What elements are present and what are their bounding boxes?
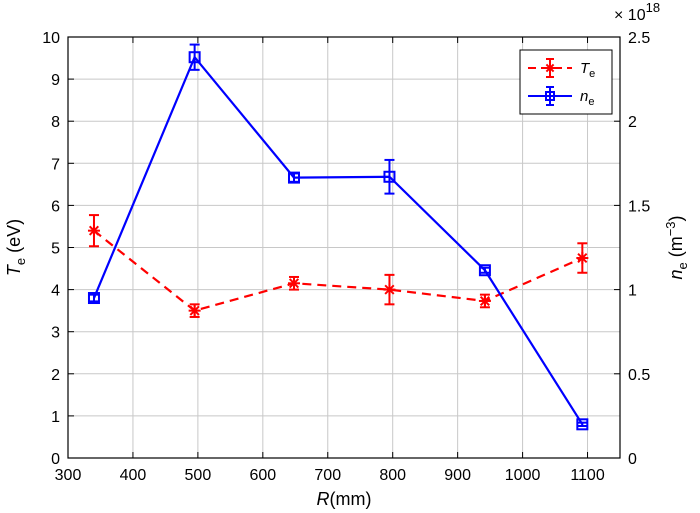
y-right-tick-label: 2.5 — [628, 30, 650, 47]
x-tick-label: 800 — [379, 467, 406, 484]
x-tick-label: 700 — [314, 467, 341, 484]
marker-stroke — [288, 278, 300, 289]
y-left-tick-label: 8 — [51, 114, 60, 131]
legend-sub: e — [588, 96, 594, 108]
y-left-tick-label: 6 — [51, 198, 60, 215]
y-right-unit: (m — [666, 236, 686, 262]
marker-square — [383, 170, 396, 183]
marker-square — [87, 292, 100, 305]
x-axis-unit: (mm) — [330, 489, 372, 509]
y-left-unit: (eV) — [4, 219, 24, 258]
y-left-sub: e — [13, 258, 28, 265]
legend-name: n — [580, 88, 588, 105]
y-left-tick-label: 3 — [51, 325, 60, 342]
legend-label: Te — [580, 60, 595, 80]
y-right-tick-label: 0 — [628, 451, 637, 468]
y-right-tick-label: 1.5 — [628, 198, 650, 215]
marker-stroke — [88, 225, 100, 236]
x-axis-label: R(mm) — [317, 489, 372, 509]
marker-square — [576, 418, 589, 431]
marker-stroke — [577, 252, 588, 264]
y-left-tick-label: 1 — [51, 409, 60, 426]
x-axis-var: R — [317, 489, 330, 509]
legend-label: ne — [580, 88, 594, 108]
y-left-var: T — [4, 263, 24, 276]
y-right-tick-label: 2 — [628, 114, 637, 131]
marker-square — [545, 91, 555, 101]
legend-item-Te: Te — [528, 58, 595, 80]
y-left-tick-label: 0 — [51, 451, 60, 468]
y-left-tick-label: 5 — [51, 241, 60, 258]
x-tick-label: 300 — [55, 467, 82, 484]
y-right-tick-label: 0.5 — [628, 367, 650, 384]
axis-ticks — [67, 36, 620, 459]
x-tick-label: 1100 — [570, 467, 605, 484]
series-line — [92, 55, 584, 425]
series-ne-right — [87, 43, 589, 431]
multiplier-exponent: 18 — [646, 0, 660, 15]
legend-box — [519, 49, 613, 115]
marker-square — [188, 51, 201, 64]
legend-name: T — [580, 60, 591, 77]
x-tick-label: 900 — [444, 467, 471, 484]
y-right-sup: −3 — [663, 221, 678, 236]
y-right-tick-label: 1 — [628, 283, 637, 300]
marker-square — [478, 264, 491, 277]
series-layer — [87, 43, 589, 431]
legend-item-ne: ne — [528, 86, 594, 108]
x-tick-label: 400 — [120, 467, 147, 484]
marker-stroke — [479, 295, 490, 306]
right-axis-multiplier: × 1018 — [614, 0, 660, 24]
series-Te-left — [87, 214, 589, 318]
grid — [67, 36, 620, 459]
legend-sub: e — [589, 68, 595, 80]
y-left-tick-label: 9 — [51, 72, 60, 89]
y-left-tick-label: 10 — [42, 30, 60, 47]
x-tick-label: 1000 — [505, 467, 541, 484]
marker-stroke — [545, 63, 555, 73]
y-right-close: ) — [666, 215, 686, 221]
y-left-tick-label: 7 — [51, 156, 60, 173]
y-right-axis-label: ne (m−3) — [663, 215, 690, 279]
x-tick-label: 500 — [185, 467, 212, 484]
x-tick-label: 600 — [249, 467, 276, 484]
y-left-tick-label: 4 — [51, 283, 60, 300]
y-left-tick-label: 2 — [51, 367, 60, 384]
multiplier-base: × 10 — [614, 7, 646, 24]
y-right-sub: e — [675, 262, 690, 269]
series-line — [93, 229, 583, 312]
axis-labels: 300 400 500 600 700 800 900 1000 110001234567891… — [4, 0, 690, 509]
y-left-axis-label: Te (eV) — [4, 219, 28, 276]
marker-stroke — [189, 305, 200, 316]
y-right-var: n — [666, 270, 686, 280]
marker-stroke — [384, 284, 395, 295]
marker-square — [287, 171, 300, 184]
